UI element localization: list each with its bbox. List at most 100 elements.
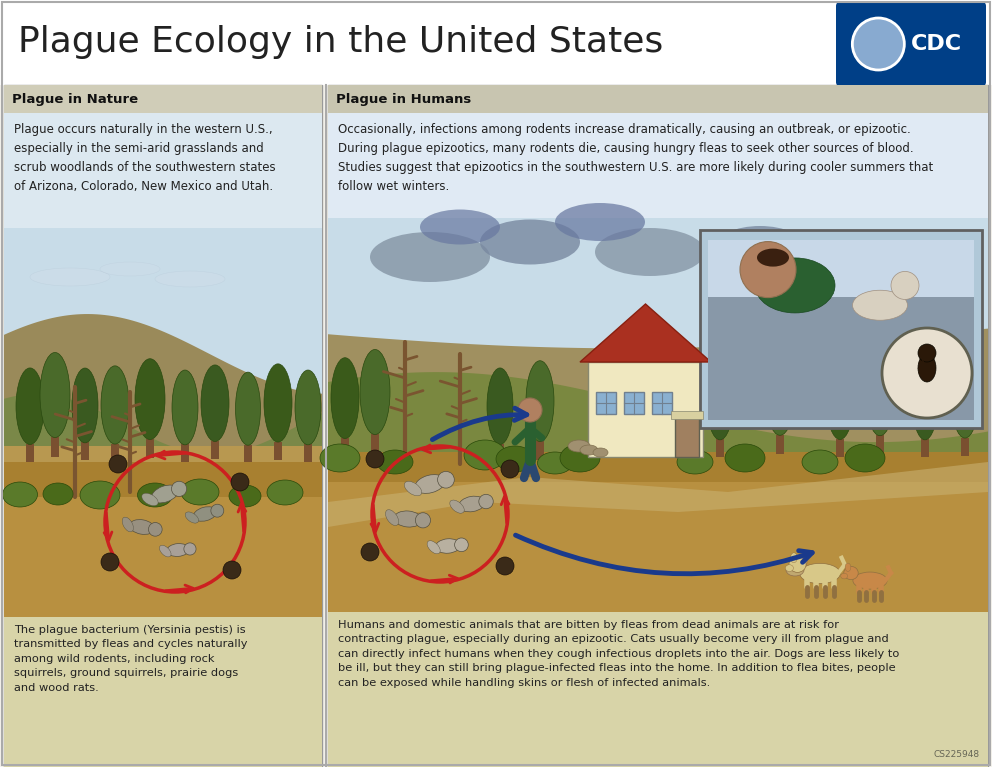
Circle shape <box>211 504 224 517</box>
Ellipse shape <box>757 249 789 267</box>
Ellipse shape <box>845 563 851 571</box>
Ellipse shape <box>43 483 73 505</box>
Ellipse shape <box>464 440 506 470</box>
Circle shape <box>479 494 493 509</box>
Ellipse shape <box>16 368 44 444</box>
Circle shape <box>366 450 384 468</box>
Ellipse shape <box>72 368 98 443</box>
Ellipse shape <box>707 365 733 439</box>
FancyBboxPatch shape <box>656 436 664 454</box>
Circle shape <box>501 460 519 478</box>
FancyBboxPatch shape <box>4 113 322 228</box>
Polygon shape <box>328 462 988 527</box>
Ellipse shape <box>480 219 580 265</box>
Circle shape <box>416 512 431 528</box>
Ellipse shape <box>405 482 422 495</box>
Ellipse shape <box>3 482 38 507</box>
FancyBboxPatch shape <box>181 444 189 462</box>
FancyBboxPatch shape <box>4 446 322 617</box>
Circle shape <box>891 272 919 299</box>
FancyBboxPatch shape <box>328 113 988 218</box>
Ellipse shape <box>810 235 910 279</box>
FancyBboxPatch shape <box>652 392 672 414</box>
Ellipse shape <box>267 480 303 505</box>
FancyBboxPatch shape <box>708 298 974 420</box>
Ellipse shape <box>677 450 713 474</box>
FancyBboxPatch shape <box>4 497 322 617</box>
Ellipse shape <box>853 572 887 589</box>
Text: Plague in Humans: Plague in Humans <box>336 93 471 106</box>
Ellipse shape <box>593 448 608 457</box>
Ellipse shape <box>560 444 600 472</box>
Ellipse shape <box>264 364 292 442</box>
FancyBboxPatch shape <box>4 462 322 497</box>
Text: CS225948: CS225948 <box>933 750 980 759</box>
Ellipse shape <box>101 366 129 444</box>
Circle shape <box>231 473 249 491</box>
Ellipse shape <box>135 359 165 439</box>
FancyBboxPatch shape <box>536 441 544 460</box>
Ellipse shape <box>755 258 835 313</box>
Ellipse shape <box>100 262 160 276</box>
FancyBboxPatch shape <box>244 445 252 462</box>
Ellipse shape <box>766 354 795 436</box>
Circle shape <box>454 538 468 551</box>
Ellipse shape <box>428 541 440 554</box>
Ellipse shape <box>568 440 590 452</box>
Ellipse shape <box>193 507 216 522</box>
FancyBboxPatch shape <box>4 85 322 113</box>
Ellipse shape <box>715 226 805 268</box>
Ellipse shape <box>30 268 110 286</box>
Ellipse shape <box>526 360 554 442</box>
Ellipse shape <box>394 511 422 527</box>
Circle shape <box>882 328 972 418</box>
Polygon shape <box>4 394 322 508</box>
Ellipse shape <box>435 538 460 553</box>
FancyBboxPatch shape <box>776 435 784 454</box>
Ellipse shape <box>607 365 633 439</box>
Ellipse shape <box>918 354 936 382</box>
FancyBboxPatch shape <box>836 2 986 86</box>
Ellipse shape <box>595 228 705 276</box>
Ellipse shape <box>459 496 485 512</box>
Ellipse shape <box>826 363 853 439</box>
Ellipse shape <box>800 564 840 584</box>
Text: Plague Ecology in the United States: Plague Ecology in the United States <box>18 25 664 59</box>
Ellipse shape <box>789 557 806 572</box>
FancyBboxPatch shape <box>371 434 379 454</box>
Circle shape <box>496 557 514 575</box>
Ellipse shape <box>201 365 229 442</box>
FancyBboxPatch shape <box>51 437 59 457</box>
Circle shape <box>109 455 127 473</box>
FancyBboxPatch shape <box>26 444 34 462</box>
Polygon shape <box>580 304 711 362</box>
Ellipse shape <box>415 475 445 493</box>
Ellipse shape <box>295 370 321 445</box>
Polygon shape <box>328 372 988 612</box>
Circle shape <box>793 555 807 569</box>
Text: Plague in Nature: Plague in Nature <box>12 93 138 106</box>
Circle shape <box>184 543 196 555</box>
Ellipse shape <box>172 370 198 445</box>
FancyBboxPatch shape <box>328 482 988 612</box>
FancyBboxPatch shape <box>961 438 969 456</box>
Text: CDC: CDC <box>911 34 962 54</box>
Ellipse shape <box>186 512 198 523</box>
Ellipse shape <box>122 517 134 532</box>
Ellipse shape <box>142 493 158 505</box>
Ellipse shape <box>496 446 534 472</box>
Ellipse shape <box>386 510 399 525</box>
Ellipse shape <box>786 565 794 571</box>
Text: Plague occurs naturally in the western U.S.,
especially in the semi-arid grassla: Plague occurs naturally in the western U… <box>14 123 276 193</box>
FancyBboxPatch shape <box>671 411 703 419</box>
FancyBboxPatch shape <box>328 452 988 482</box>
FancyBboxPatch shape <box>588 362 703 457</box>
Ellipse shape <box>160 545 171 557</box>
Ellipse shape <box>845 444 885 472</box>
Circle shape <box>518 398 542 422</box>
Circle shape <box>172 481 186 496</box>
Circle shape <box>361 543 379 561</box>
Ellipse shape <box>647 358 674 436</box>
Circle shape <box>852 18 905 70</box>
FancyBboxPatch shape <box>4 228 322 508</box>
